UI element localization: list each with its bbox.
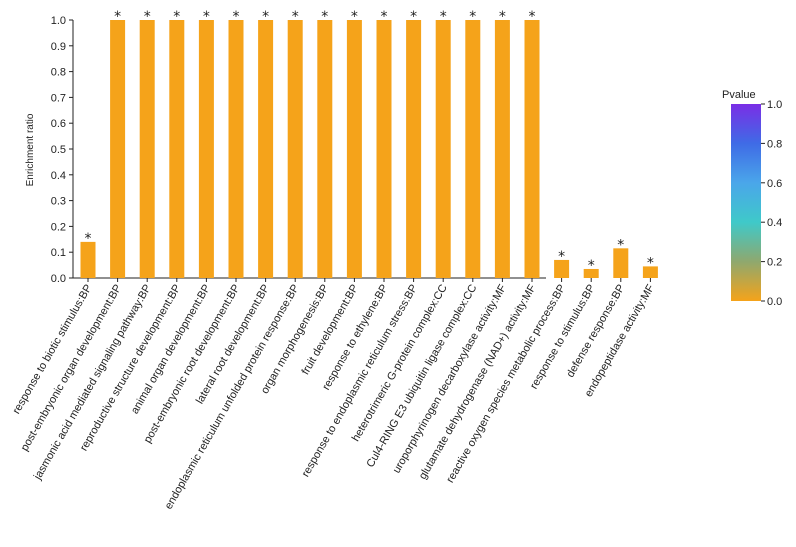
bar	[613, 248, 629, 278]
y-tick-label: 0.6	[51, 118, 66, 130]
bar	[554, 259, 570, 278]
y-axis-ticks: 0.0 0.1 0.2 0.3 0.4 0.5 0.6 0.7 0.8 0.9 1.0	[51, 15, 73, 285]
bar	[583, 268, 599, 278]
category-label: Cul4-RING E3 ubiquitin ligase complex:CC	[364, 282, 479, 469]
bar	[287, 20, 303, 278]
significance-star: *	[144, 9, 151, 25]
significance-star: *	[647, 255, 654, 271]
legend-tick-label: 0.0	[767, 296, 782, 308]
y-tick-label: 0.7	[51, 92, 66, 104]
bar	[406, 20, 422, 278]
bar	[642, 266, 658, 278]
bar	[376, 20, 392, 278]
significance-star: *	[617, 237, 624, 253]
significance-markers: * * * * * * * * * * * * * * * * * * * *	[85, 9, 654, 274]
significance-star: *	[440, 9, 447, 25]
y-tick-label: 0.4	[51, 170, 66, 182]
bar	[80, 241, 96, 278]
category-labels: response to biotic stimulus:BPpost-embry…	[11, 278, 657, 511]
y-axis-title: Enrichment ratio	[25, 113, 36, 186]
bar	[465, 20, 481, 278]
y-tick-label: 1.0	[51, 15, 66, 27]
bars-group	[80, 20, 658, 278]
significance-star: *	[529, 9, 536, 25]
legend-title: Pvalue	[722, 89, 756, 101]
category-label: uroporphyrinogen decarboxylase activity:…	[391, 282, 509, 475]
significance-star: *	[292, 9, 299, 25]
bar	[110, 20, 126, 278]
bar	[346, 20, 362, 278]
significance-star: *	[410, 9, 417, 25]
significance-star: *	[173, 9, 180, 25]
legend-tick-label: 0.8	[767, 138, 782, 150]
bar	[435, 20, 451, 278]
significance-star: *	[469, 9, 476, 25]
significance-star: *	[203, 9, 210, 25]
significance-star: *	[262, 9, 269, 25]
category-label: jasmonic acid mediated signaling pathway…	[31, 283, 153, 483]
y-tick-label: 0.2	[51, 221, 66, 233]
legend-tick-label: 0.6	[767, 178, 782, 190]
y-tick-label: 0.8	[51, 67, 66, 79]
significance-star: *	[321, 9, 328, 25]
significance-star: *	[85, 231, 92, 247]
y-tick-label: 0.5	[51, 144, 66, 156]
bar	[258, 20, 274, 278]
legend-color-bar	[731, 104, 761, 301]
legend-ticks: 0.0 0.2 0.4 0.6 0.8 1.0	[761, 99, 782, 308]
bar	[494, 20, 510, 278]
y-tick-label: 0.1	[51, 247, 66, 259]
category-label: fruit development:BP	[300, 283, 361, 377]
y-tick-label: 0.0	[51, 273, 66, 285]
significance-star: *	[381, 9, 388, 25]
bar	[198, 20, 214, 278]
legend-tick-label: 1.0	[767, 99, 782, 111]
legend-tick-label: 0.2	[767, 257, 782, 269]
bar	[139, 20, 155, 278]
significance-star: *	[351, 9, 358, 25]
significance-star: *	[233, 9, 240, 25]
legend-tick-label: 0.4	[767, 217, 782, 229]
significance-star: *	[499, 9, 506, 25]
significance-star: *	[558, 249, 565, 265]
bar	[228, 20, 244, 278]
significance-star: *	[114, 9, 121, 25]
y-tick-label: 0.3	[51, 196, 66, 208]
y-tick-label: 0.9	[51, 41, 66, 53]
bar	[169, 20, 185, 278]
significance-star: *	[588, 258, 595, 274]
bar	[317, 20, 333, 278]
bar	[524, 20, 540, 278]
pvalue-legend: Pvalue 0.0 0.2 0.4 0.6 0.8 1.0	[722, 89, 782, 308]
